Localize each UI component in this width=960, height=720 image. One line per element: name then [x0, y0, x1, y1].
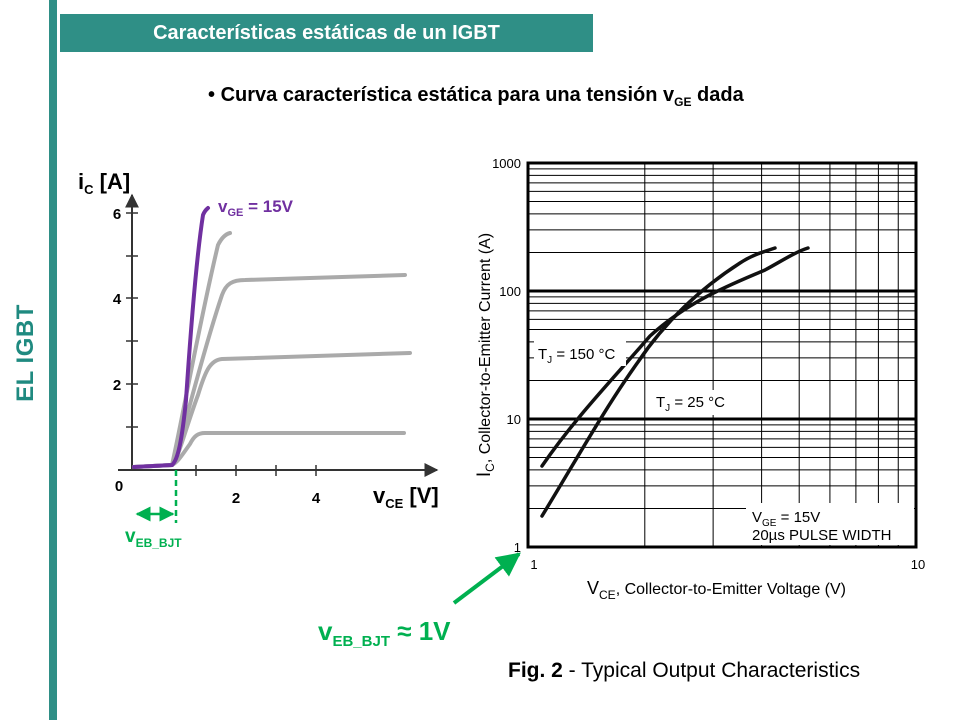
curve-tj-150 [540, 246, 810, 468]
ds-y-tick-100: 100 [499, 284, 521, 299]
datasheet-decade-lines [528, 289, 916, 421]
x-tick-2: 2 [232, 490, 240, 507]
figure-caption: Fig. 2 - Typical Output Characteristics [508, 659, 861, 682]
datasheet-chart: TJ = 150 °C TJ = 25 °C VGE = 15V 20µs PU… [474, 156, 925, 602]
left-y-axis-label: iC [A] [78, 169, 130, 197]
origin-label: 0 [115, 478, 123, 495]
tj150-label: TJ = 150 °C [538, 346, 615, 366]
tj150-label-bg [534, 341, 626, 366]
left-x-ticks [195, 465, 317, 476]
vge-label: vGE = 15V [218, 197, 294, 219]
left-chart: 6 4 2 0 2 4 iC [A] vCE [V] vGE = 15V vEB… [78, 169, 439, 550]
veb-approx-annotation: vEB_BJT ≈ 1V [318, 616, 451, 650]
ds-x-tick-10: 10 [911, 557, 925, 572]
gray-curves [132, 231, 412, 469]
left-y-ticks [126, 212, 138, 428]
curve-vge15 [132, 206, 210, 469]
legend-line-1: VGE = 15V [752, 509, 820, 529]
ds-y-tick-1000: 1000 [492, 156, 521, 171]
side-accent-bar [49, 0, 57, 720]
legend-bg [746, 503, 914, 545]
ds-x-axis-label: VCE, Collector-to-Emitter Voltage (V) [587, 578, 846, 602]
legend-line-2: 20µs PULSE WIDTH [752, 527, 892, 544]
ds-y-tick-1: 1 [514, 540, 521, 555]
ds-y-axis-label: IC, Collector-to-Emitter Current (A) [474, 233, 497, 477]
y-tick-4: 4 [113, 291, 122, 308]
ds-x-tick-1: 1 [530, 557, 537, 572]
slide-title: Características estáticas de un IGBT [60, 14, 593, 52]
y-tick-6: 6 [113, 206, 121, 223]
x-tick-4: 4 [312, 490, 321, 507]
curve-tj-25 [540, 246, 777, 518]
ds-y-tick-10: 10 [507, 412, 521, 427]
tj25-label-bg [652, 390, 740, 415]
curve-high [132, 273, 407, 469]
y-tick-2: 2 [113, 377, 121, 394]
veb-label: vEB_BJT [125, 526, 182, 550]
tj25-label: TJ = 25 °C [656, 394, 725, 414]
curve-top [132, 231, 232, 469]
annotation-arrow [452, 552, 521, 605]
bullet-text: • Curva característica estática para una… [208, 84, 744, 109]
left-x-axis-label: vCE [V] [373, 483, 439, 511]
datasheet-frame-border [526, 161, 918, 549]
